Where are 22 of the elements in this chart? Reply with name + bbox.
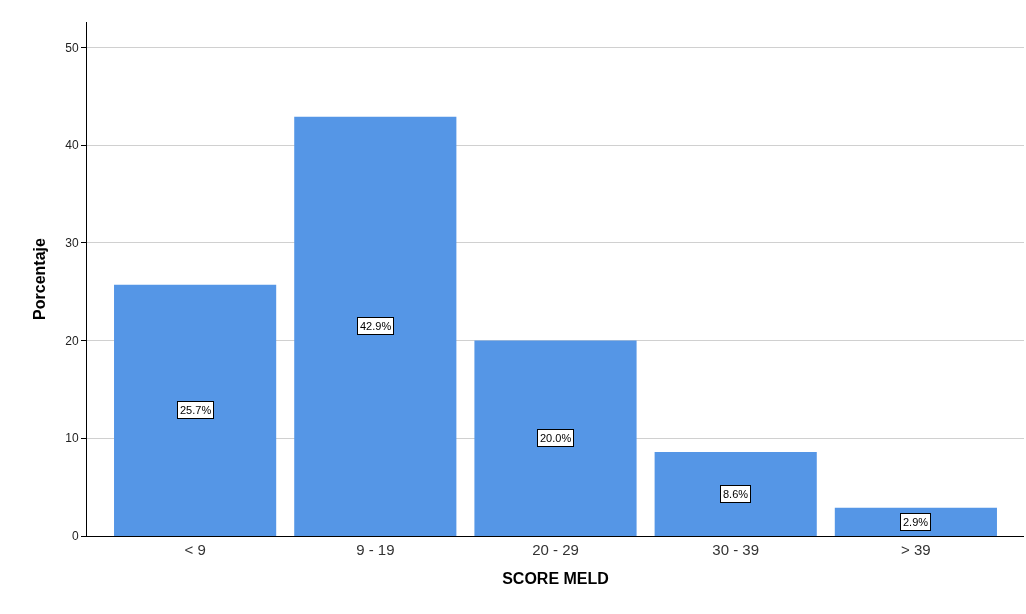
data-label: 20.0% — [540, 432, 572, 444]
data-label: 8.6% — [723, 488, 749, 500]
x-tick-label: 9 - 19 — [356, 541, 395, 558]
data-label: 25.7% — [180, 404, 212, 416]
data-label: 42.9% — [360, 320, 392, 332]
x-tick-label: 20 - 29 — [532, 541, 579, 558]
y-axis-title: Porcentaje — [31, 237, 49, 320]
x-tick-label: > 39 — [901, 541, 931, 558]
bar — [474, 340, 637, 536]
y-tick-label: 50 — [65, 40, 79, 55]
y-tick-label: 0 — [71, 529, 79, 544]
bar — [114, 284, 277, 536]
bar — [294, 116, 457, 536]
x-tick-label: < 9 — [184, 541, 206, 558]
y-tick-label: 40 — [65, 138, 79, 153]
x-tick-label: 30 - 39 — [712, 541, 760, 558]
y-tick-label: 20 — [65, 333, 79, 348]
y-tick-label: 30 — [65, 236, 79, 251]
data-label: 2.9% — [903, 516, 929, 528]
y-tick-label: 10 — [65, 431, 79, 446]
bar — [654, 451, 817, 536]
x-axis-title: SCORE MELD — [502, 569, 609, 587]
